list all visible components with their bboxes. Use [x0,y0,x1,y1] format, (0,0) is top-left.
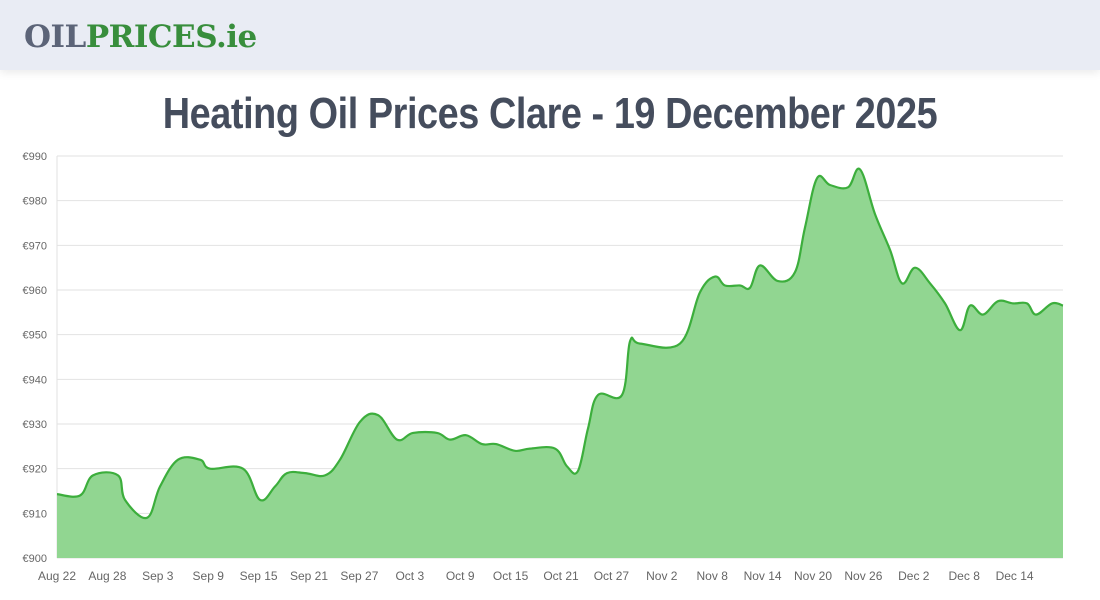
x-tick-label: Dec 8 [949,569,981,583]
y-tick-label: €990 [23,151,47,163]
x-tick-label: Oct 9 [446,569,475,583]
y-tick-label: €960 [23,285,47,297]
x-tick-label: Oct 3 [395,569,424,583]
x-tick-label: Sep 27 [340,569,378,583]
x-tick-label: Nov 2 [646,569,678,583]
x-tick-label: Aug 28 [88,569,126,583]
x-tick-label: Oct 15 [493,569,529,583]
x-tick-label: Oct 27 [594,569,630,583]
x-axis: Aug 22 Aug 28 Sep 3 Sep 9 Sep 15 Sep 21 Sep 27… [38,569,1034,583]
y-tick-label: €910 [23,508,47,520]
logo-prices-text: PRICES.ie [85,19,257,55]
x-tick-label: Oct 21 [543,569,579,583]
y-tick-label: €920 [23,464,47,476]
y-tick-label: €980 [23,196,47,208]
x-tick-label: Nov 20 [794,569,832,583]
x-tick-label: Sep 3 [142,569,174,583]
x-tick-label: Aug 22 [38,569,76,583]
y-tick-label: €970 [23,240,47,252]
x-tick-label: Dec 14 [996,569,1034,583]
price-line[interactable] [56,167,1064,520]
x-tick-label: Nov 8 [697,569,729,583]
y-tick-label: €940 [23,374,47,386]
x-tick-label: Dec 2 [898,569,930,583]
x-tick-label: Nov 26 [844,569,882,583]
page-title: Heating Oil Prices Clare - 19 December 2… [162,89,938,138]
site-logo[interactable]: OILPRICES.ie [24,17,257,57]
x-tick-label: Nov 14 [744,569,782,583]
site-header: OILPRICES.ie [0,0,1100,70]
logo-oil-text: OIL [24,19,86,55]
y-tick-label: €950 [23,330,47,342]
price-area-fill [57,168,1063,558]
x-tick-label: Sep 9 [193,569,225,583]
x-tick-label: Sep 15 [240,569,278,583]
price-chart[interactable]: €900 €910 €920 €930 €940 €950 €960 €970 €980 €990… [0,140,1100,600]
y-tick-label: €900 [23,553,47,565]
x-tick-label: Sep 21 [290,569,328,583]
y-tick-label: €930 [23,419,47,431]
y-axis: €900 €910 €920 €930 €940 €950 €960 €970 €980 €990 [23,151,47,565]
